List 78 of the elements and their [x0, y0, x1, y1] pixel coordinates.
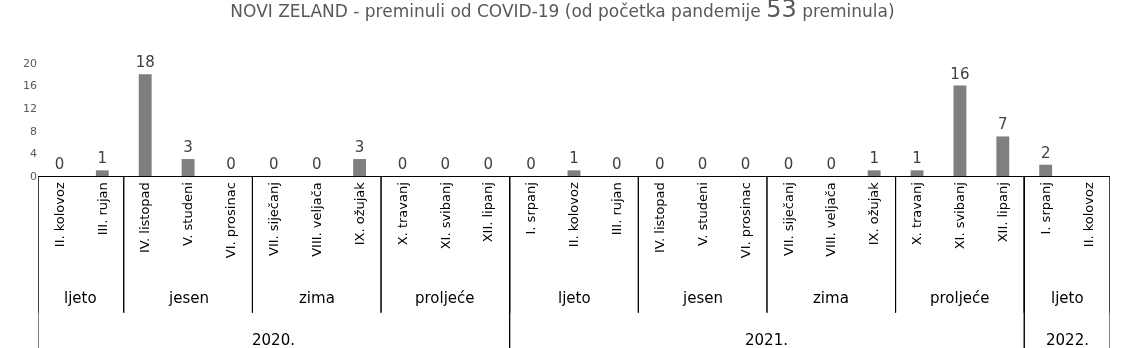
x-tick-label: V. studeni: [180, 182, 196, 246]
x-tick-label: II. kolovoz: [566, 182, 582, 248]
x-tick-label: I. srpanj: [523, 182, 539, 235]
data-label: 0: [740, 155, 751, 173]
text: 2022.: [1046, 331, 1089, 348]
data-label: 0: [483, 155, 494, 173]
text: zima: [813, 289, 849, 307]
x-tick-label: VIII. veljača: [823, 182, 839, 257]
x-tick-label: VIII. veljača: [308, 182, 324, 257]
bar: [953, 85, 967, 176]
bar: [1039, 164, 1053, 176]
bar: [138, 74, 152, 176]
y-tick-label: 0: [30, 169, 37, 183]
data-label: 0: [826, 155, 837, 173]
bar: [95, 170, 109, 176]
x-tick-label: IV. listopad: [651, 182, 667, 254]
data-label: 18: [135, 53, 155, 72]
text: ljeto: [558, 289, 591, 307]
x-tick-label: VI. prosinac: [223, 182, 239, 259]
x-tick-label: II. kolovoz: [1080, 182, 1096, 248]
text: jesen: [682, 289, 723, 307]
data-label: 0: [226, 155, 236, 173]
x-tick-label: V. studeni: [694, 182, 710, 246]
text: ljeto: [1051, 289, 1084, 307]
chart-title: NOVI ZELAND - preminuli od COVID-19 (od početka pandemije 53 preminula): [230, 0, 895, 24]
x-tick-label: III. rujan: [609, 182, 625, 236]
y-tick-label: 8: [30, 124, 37, 138]
x-tick-label: II. kolovoz: [51, 182, 67, 248]
bar: [567, 170, 581, 176]
data-label: 16: [950, 64, 970, 83]
x-tick-label: I. srpanj: [1037, 182, 1053, 235]
text: ljeto: [64, 289, 97, 307]
bar: [353, 159, 367, 176]
text: jesen: [168, 289, 209, 307]
bar: [996, 136, 1010, 176]
data-label: 0: [697, 155, 708, 173]
y-tick-label: 16: [23, 79, 37, 93]
data-label: 1: [97, 149, 108, 168]
data-label: 1: [569, 149, 579, 168]
y-tick-label: 20: [23, 56, 37, 70]
data-label: 3: [354, 138, 365, 157]
x-tick-label: VII. siječanj: [266, 182, 282, 256]
bar: [181, 159, 195, 176]
x-tick-label: X. travanj: [909, 182, 925, 246]
x-tick-label: XII. lipanj: [480, 182, 496, 243]
data-label: 2: [1040, 143, 1051, 162]
text: zima: [299, 289, 335, 307]
x-tick-label: XI. svibanj: [437, 182, 453, 250]
x-tick-label: XII. lipanj: [995, 182, 1011, 243]
text: proljeće: [930, 289, 990, 307]
data-label: 3: [183, 138, 193, 157]
data-label: 0: [440, 155, 451, 173]
x-tick-label: VI. prosinac: [737, 182, 753, 259]
data-label: 0: [526, 155, 536, 173]
text: 2021.: [745, 331, 788, 348]
text: 2020.: [252, 331, 295, 348]
data-label: 0: [54, 155, 65, 173]
x-tick-label: III. rujan: [94, 182, 110, 236]
x-tick-label: X. travanj: [394, 182, 410, 246]
data-label: 1: [869, 149, 879, 168]
text: proljeće: [415, 289, 475, 307]
bar: [867, 170, 881, 176]
data-label: 0: [654, 155, 665, 173]
y-tick-label: 12: [23, 102, 37, 116]
data-label: 7: [998, 115, 1008, 134]
data-label: 0: [397, 155, 408, 173]
bar: [910, 170, 924, 176]
x-tick-label: XI. svibanj: [952, 182, 968, 250]
x-tick-label: IX. ožujak: [866, 181, 882, 246]
data-label: 1: [912, 149, 922, 168]
data-label: 0: [311, 155, 322, 173]
x-tick-label: IV. listopad: [137, 182, 153, 254]
y-tick-label: 4: [30, 147, 37, 161]
data-label: 0: [783, 155, 794, 173]
x-tick-label: VII. siječanj: [780, 182, 796, 256]
x-tick-label: IX. ožujak: [351, 181, 367, 246]
data-label: 0: [269, 155, 279, 173]
data-label: 0: [612, 155, 622, 173]
